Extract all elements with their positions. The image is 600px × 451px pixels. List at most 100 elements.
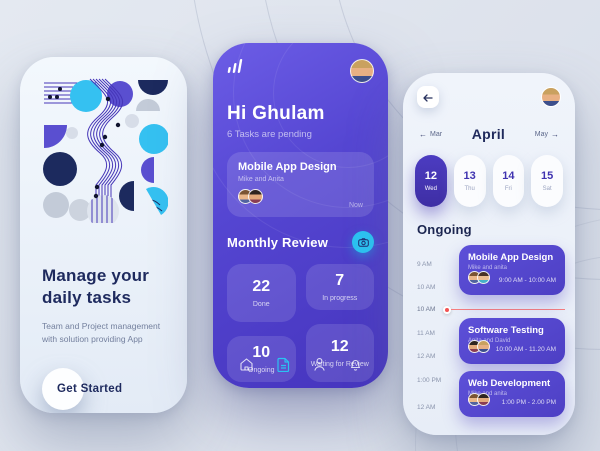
user-avatar[interactable]: [350, 59, 374, 83]
time-label: 10 AM: [417, 284, 436, 291]
stat-label: In progress: [322, 295, 358, 302]
current-time-indicator: [443, 305, 565, 314]
onboarding-title: Manage your daily tasks: [42, 265, 167, 309]
featured-task-title: Mobile App Design: [238, 161, 337, 173]
ongoing-section-title: Ongoing: [417, 222, 472, 237]
home-screen: Hi Ghulam 6 Tasks are pending Mobile App…: [213, 43, 388, 388]
event-time: 9:00 AM - 10:00 AM: [498, 276, 556, 284]
arrow-left-icon: [423, 90, 433, 105]
onboarding-screen: Manage your daily tasks Team and Project…: [20, 57, 187, 413]
home-header: [227, 59, 374, 83]
current-month-label: April: [471, 126, 506, 142]
arrow-right-icon: →: [551, 129, 559, 139]
nav-profile-button[interactable]: [313, 357, 326, 375]
event-avatars: [468, 340, 490, 358]
stat-value: 12: [330, 338, 349, 355]
calendar-screen: ← Mar April May → 12 Wed 13 Thu 14 Fri: [403, 73, 575, 435]
get-started-label: Get Started: [57, 382, 123, 395]
now-dot-icon: [443, 305, 451, 314]
date-number: 12: [424, 170, 437, 182]
stat-value: 22: [252, 278, 271, 295]
time-label: 12 AM: [417, 353, 436, 360]
stat-label: Waiting for Review: [310, 361, 369, 368]
nav-notifications-button[interactable]: [349, 357, 362, 375]
abstract-artwork: [42, 77, 169, 227]
next-month-label: May: [534, 130, 548, 138]
avatar-david: [477, 340, 490, 353]
camera-button[interactable]: [352, 231, 374, 253]
event-members: Anita and David: [468, 338, 511, 344]
time-label: 11 AM: [417, 330, 435, 337]
avatar-anita: [477, 271, 490, 284]
date-pill-12-wed[interactable]: 12 Wed: [415, 155, 447, 207]
stat-value: 7: [335, 272, 345, 289]
date-number: 14: [502, 170, 515, 182]
get-started-button[interactable]: Get Started: [42, 367, 167, 410]
date-weekday: Thu: [464, 186, 475, 192]
bar-chart-icon: [227, 59, 243, 79]
date-pill-15-sat[interactable]: 15 Sat: [531, 155, 563, 207]
next-month-button[interactable]: May →: [535, 130, 559, 139]
avatar-anita: [477, 393, 490, 406]
date-selector: 12 Wed 13 Thu 14 Fri 15 Sat: [403, 155, 575, 207]
onboarding-title-line2: daily tasks: [42, 288, 132, 308]
time-label: 12 AM: [417, 404, 436, 411]
featured-task-avatars: [238, 189, 263, 209]
stat-card-done[interactable]: 22 Done: [227, 264, 296, 322]
person-icon: [313, 357, 326, 375]
month-navigation: ← Mar April May →: [403, 126, 575, 142]
stat-card-in-progress[interactable]: 7 In progress: [305, 264, 374, 310]
event-avatars: [468, 393, 490, 411]
event-card-software-testing[interactable]: Software Testing Anita and David 10:00 A…: [459, 318, 565, 364]
event-title: Web Development: [468, 378, 551, 389]
event-time: 1:00 PM - 2.00 PM: [501, 398, 556, 406]
schedule-timeline: 9 AM 10 AM 10 AM 11 AM 12 AM 1:00 PM 12 …: [417, 245, 565, 431]
date-weekday: Sat: [542, 186, 552, 192]
featured-task-when: Now: [348, 202, 363, 209]
featured-task-card[interactable]: Mobile App Design Mike and Anita Now: [227, 152, 374, 217]
pending-tasks-text: 6 Tasks are pending: [227, 129, 312, 140]
bell-icon: [349, 357, 362, 375]
event-avatars: [468, 271, 490, 289]
prev-month-button[interactable]: ← Mar: [419, 130, 442, 139]
prev-month-label: Mar: [430, 130, 443, 138]
date-number: 15: [541, 170, 554, 182]
event-title: Mobile App Design: [468, 252, 554, 263]
home-icon: [239, 357, 254, 375]
time-label: 9 AM: [417, 261, 432, 268]
monthly-review-title: Monthly Review: [227, 234, 329, 250]
event-title: Software Testing: [468, 325, 544, 336]
stat-value: 10: [252, 344, 271, 361]
onboarding-subtitle: Team and Project management with solutio…: [42, 321, 161, 345]
onboarding-title-line1: Manage your: [42, 266, 150, 285]
stat-label: Done: [252, 301, 270, 308]
nav-documents-button[interactable]: [277, 357, 290, 375]
greeting-text: Hi Ghulam: [227, 103, 325, 124]
stat-card-waiting[interactable]: 12 Waiting for Review: [305, 324, 374, 382]
nav-home-button[interactable]: [239, 357, 254, 375]
button-highlight-circle: [42, 367, 84, 410]
event-time: 10:00 AM - 11.20 AM: [495, 345, 556, 353]
event-members: Mike and anita: [468, 265, 508, 271]
camera-icon: [357, 235, 369, 250]
date-weekday: Fri: [504, 186, 512, 192]
now-rule: [451, 309, 565, 310]
back-button[interactable]: [417, 86, 439, 108]
calendar-header: [403, 86, 575, 108]
time-label-now: 10 AM: [417, 306, 436, 313]
arrow-left-icon: ←: [419, 129, 427, 139]
event-card-web-development[interactable]: Web Development Mike and anita 1:00 PM -…: [459, 371, 565, 417]
stat-label: Ongoing: [248, 367, 275, 374]
date-pill-13-thu[interactable]: 13 Thu: [453, 155, 486, 207]
monthly-stats-grid: 22 Done 10 Ongoing 7 In progress 12 Wait…: [227, 264, 374, 382]
document-icon: [277, 357, 290, 375]
featured-task-members: Mike and Anita: [238, 176, 284, 183]
event-card-mobile-app-design[interactable]: Mobile App Design Mike and anita 9:00 AM…: [459, 245, 565, 295]
date-number: 13: [463, 170, 476, 182]
time-label: 1:00 PM: [417, 377, 442, 384]
avatar-anita: [248, 189, 263, 204]
date-weekday: Wed: [424, 186, 437, 192]
user-avatar[interactable]: [541, 87, 561, 107]
date-pill-14-fri[interactable]: 14 Fri: [492, 155, 525, 207]
